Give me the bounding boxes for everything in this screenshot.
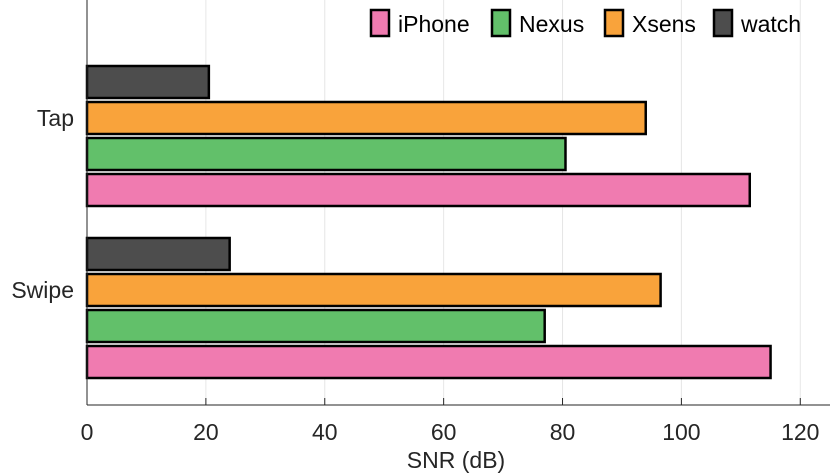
- bar-watch-swipe: [85, 236, 231, 272]
- y-tick-label: Tap: [37, 105, 74, 131]
- x-tick-label: 20: [193, 419, 219, 445]
- x-tick-labels: 0 20 40 60 80 100 120: [81, 419, 820, 445]
- legend-label-iphone: iPhone: [398, 11, 470, 37]
- bar-nexus-tap: [85, 136, 567, 172]
- x-tick-label: 40: [312, 419, 338, 445]
- bar-iphone-tap: [85, 172, 752, 208]
- y-tick-label: Swipe: [11, 277, 74, 303]
- y-tick-labels: Tap Swipe: [11, 105, 74, 303]
- legend-swatch-xsens: [603, 8, 625, 38]
- legend-swatch-watch: [712, 8, 734, 38]
- x-tick-label: 80: [550, 419, 576, 445]
- bar-nexus-swipe: [85, 308, 546, 344]
- bars: [85, 64, 772, 380]
- legend-swatch-iphone: [369, 8, 391, 38]
- legend: iPhone Nexus Xsens watch: [369, 8, 801, 38]
- x-tick-label: 100: [662, 419, 700, 445]
- axes: [86, 0, 830, 406]
- legend-label-watch: watch: [740, 11, 801, 37]
- x-tick-label: 120: [781, 419, 819, 445]
- bar-iphone-swipe: [85, 344, 772, 380]
- bar-xsens-swipe: [85, 272, 662, 308]
- x-axis-label: SNR (dB): [407, 447, 505, 473]
- x-tick-label: 60: [431, 419, 457, 445]
- legend-swatch-nexus: [490, 8, 512, 38]
- x-tick-label: 0: [81, 419, 94, 445]
- bar-watch-tap: [85, 64, 211, 100]
- bar-xsens-tap: [85, 100, 647, 136]
- legend-label-nexus: Nexus: [519, 11, 584, 37]
- legend-label-xsens: Xsens: [632, 11, 696, 37]
